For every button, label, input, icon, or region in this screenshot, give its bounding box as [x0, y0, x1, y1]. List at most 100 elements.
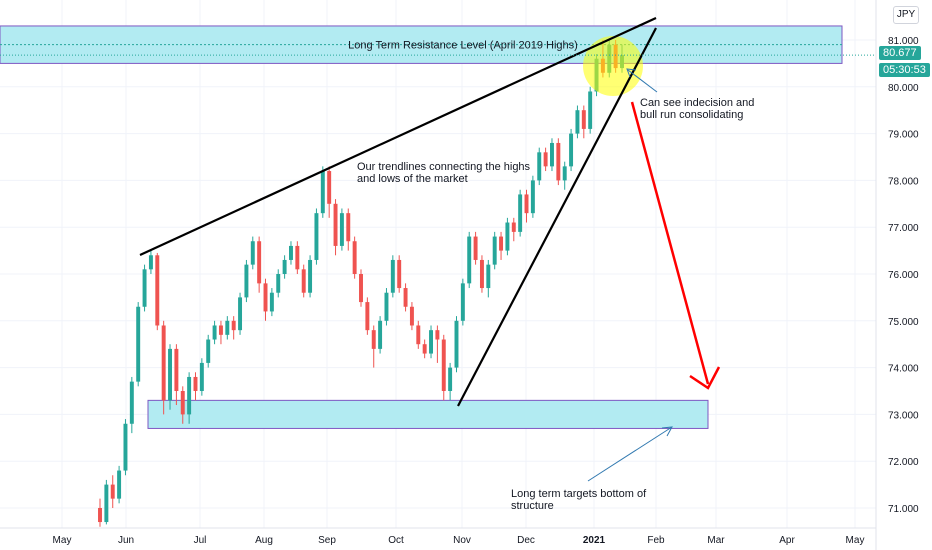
candle-body [136, 306, 141, 382]
trendline-note-line-2: and lows of the market [357, 173, 468, 185]
candle-body [104, 484, 109, 523]
indecision-pointer-arrow[interactable] [626, 68, 658, 93]
target-arrow[interactable] [630, 101, 721, 390]
price-tick-label: 72.000 [888, 457, 919, 468]
indecision-note-line-1: Can see indecision and [640, 97, 754, 109]
target-note-line-1: Long term targets bottom of [511, 488, 647, 500]
candle-body [537, 152, 542, 181]
candle-body [511, 222, 516, 232]
support-zone[interactable] [147, 399, 709, 429]
candle-body [263, 283, 268, 312]
candle-body [129, 381, 134, 424]
candle-body [295, 245, 300, 270]
price-axis[interactable]: 81.000 80.000 79.000 78.000 77.000 76.000 75.0… [888, 36, 919, 515]
candle-body [282, 259, 287, 274]
candle-body [333, 203, 338, 246]
candle-body [346, 213, 351, 242]
candle-body [467, 236, 472, 284]
upper-trendline[interactable] [139, 17, 657, 256]
candle-body [550, 142, 554, 167]
candle-body [556, 142, 561, 181]
price-tick-label: 78.000 [888, 176, 919, 187]
time-tick-label: Dec [517, 535, 535, 546]
price-tick-label: 79.000 [888, 130, 919, 141]
candle-body [161, 325, 166, 401]
candle-body [276, 274, 281, 293]
candle-body [530, 180, 535, 214]
candle-body [193, 376, 198, 391]
target-pointer-arrow[interactable] [587, 426, 673, 482]
time-tick-label: 2021 [583, 535, 606, 546]
candle-body [499, 236, 504, 251]
candle-body [142, 269, 147, 307]
candle-body [168, 348, 172, 401]
candle-body [479, 259, 484, 289]
candle-body [187, 376, 192, 415]
candle-body [206, 339, 211, 363]
time-tick-label: Nov [453, 535, 471, 546]
candle-body [384, 292, 389, 321]
price-tick-label: 71.000 [888, 504, 919, 515]
candle-body [543, 152, 548, 167]
time-tick-label: Apr [779, 535, 795, 546]
currency-label[interactable]: JPY [893, 6, 919, 24]
candle-body [569, 133, 574, 167]
candle-body [327, 171, 332, 204]
candle-body [505, 222, 510, 251]
candle-body [562, 166, 567, 181]
candle-body [518, 194, 523, 232]
lower-trendline[interactable] [457, 27, 657, 407]
candle-body [371, 330, 376, 349]
grid [0, 0, 876, 528]
price-tick-label: 74.000 [888, 364, 919, 375]
candle-body [409, 306, 414, 326]
candle-body [524, 194, 529, 214]
candle-body [441, 339, 446, 391]
time-axis[interactable]: May Jun Jul Aug Sep Oct Nov Dec 2021 Feb Mar Apr May [53, 535, 865, 546]
candle-body [98, 508, 102, 523]
candle-body [244, 264, 249, 298]
candle-body [575, 110, 580, 134]
candle-body [218, 325, 223, 335]
candle-body [352, 241, 357, 274]
time-tick-label: Mar [707, 535, 725, 546]
candle-body [416, 325, 421, 345]
candle-body [320, 171, 325, 214]
candle-body [123, 423, 128, 471]
price-tick-label: 81.000 [888, 36, 919, 47]
candle-body [581, 110, 586, 129]
candle-body [422, 344, 427, 354]
trendline-note-line-1: Our trendlines connecting the highs [357, 161, 531, 173]
candle-body [588, 91, 593, 129]
time-tick-label: May [53, 535, 72, 546]
candle-body [117, 470, 122, 499]
candle-body [269, 292, 274, 312]
candle-body [460, 283, 465, 321]
candle-body [212, 325, 217, 340]
candle-body [155, 255, 160, 326]
candle-body [448, 367, 453, 391]
candle-body [180, 391, 185, 415]
time-tick-label: Aug [255, 535, 273, 546]
candle-body [365, 302, 370, 331]
candle-body [339, 213, 344, 246]
time-tick-label: Oct [388, 535, 404, 546]
candle-body [359, 274, 363, 303]
price-tick-label: 73.000 [888, 410, 919, 421]
candle-body [257, 241, 262, 284]
candle-body [492, 236, 497, 265]
last-price-badge: 80.677 [879, 46, 921, 61]
time-tick-label: May [846, 535, 865, 546]
candle-body [199, 362, 204, 391]
indecision-highlight[interactable] [583, 36, 643, 96]
target-note-line-2: structure [511, 500, 554, 512]
time-tick-label: Feb [647, 535, 665, 546]
candle-body [231, 320, 236, 331]
candle-body [174, 348, 179, 391]
zones: Long Term Resistance Level (April 2019 H… [0, 25, 843, 429]
candle-body [314, 213, 319, 260]
resistance-zone-label: Long Term Resistance Level (April 2019 H… [348, 40, 578, 52]
candle-body [473, 236, 478, 260]
price-tick-label: 75.000 [888, 317, 919, 328]
